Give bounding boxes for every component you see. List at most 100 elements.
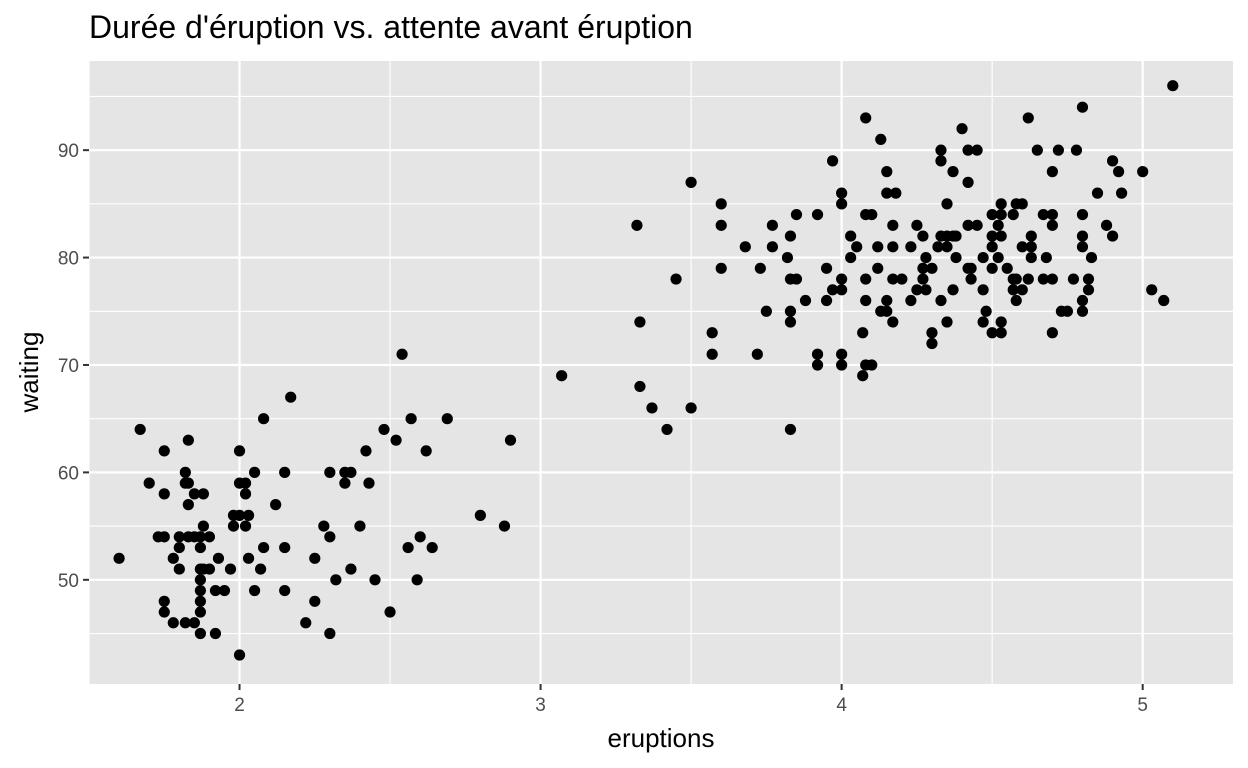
- data-point: [995, 209, 1007, 221]
- data-point: [1106, 155, 1119, 167]
- data-point: [1076, 209, 1089, 221]
- data-point: [986, 230, 998, 242]
- data-point: [384, 606, 396, 618]
- data-point: [685, 176, 697, 188]
- data-point: [977, 316, 989, 328]
- data-point: [706, 327, 718, 339]
- data-point: [143, 477, 155, 489]
- data-point: [860, 273, 872, 285]
- data-point: [218, 584, 231, 597]
- data-point: [279, 541, 291, 554]
- data-point: [962, 144, 974, 156]
- data-point: [405, 413, 417, 425]
- data-point: [498, 520, 511, 532]
- data-point: [784, 230, 797, 242]
- data-point: [239, 488, 252, 500]
- data-point: [836, 348, 848, 360]
- data-point: [242, 552, 255, 564]
- data-point: [836, 187, 848, 199]
- data-point: [248, 466, 261, 478]
- data-point: [890, 187, 902, 199]
- data-point: [197, 520, 209, 532]
- data-point: [504, 434, 517, 446]
- data-point: [715, 262, 727, 274]
- data-point: [414, 531, 426, 543]
- data-point: [1146, 284, 1158, 296]
- data-point: [905, 294, 917, 307]
- data-point: [920, 284, 932, 296]
- data-point: [887, 219, 899, 231]
- data-point: [881, 187, 893, 199]
- data-point: [1022, 112, 1034, 124]
- data-point: [194, 541, 206, 554]
- data-point: [917, 230, 929, 242]
- data-point: [995, 230, 1007, 242]
- x-tick-label: 2: [234, 695, 245, 716]
- data-point: [941, 241, 953, 253]
- data-point: [670, 273, 682, 285]
- data-point: [167, 617, 179, 629]
- data-point: [1076, 305, 1089, 317]
- data-point: [158, 595, 170, 607]
- data-point: [926, 337, 938, 350]
- data-point: [345, 466, 357, 478]
- data-point: [941, 198, 953, 210]
- data-point: [986, 241, 998, 253]
- data-point: [345, 563, 357, 575]
- data-point: [1010, 273, 1022, 285]
- data-point: [233, 509, 246, 521]
- data-point: [248, 584, 261, 597]
- data-point: [935, 144, 947, 156]
- data-point: [1076, 241, 1089, 253]
- data-point: [173, 531, 185, 543]
- data-point: [790, 209, 803, 221]
- data-point: [935, 294, 947, 307]
- data-point: [182, 434, 194, 446]
- data-point: [1037, 273, 1049, 285]
- data-point: [706, 348, 718, 360]
- data-point: [556, 370, 568, 382]
- data-point: [646, 402, 658, 414]
- data-point: [1022, 273, 1034, 285]
- data-point: [1106, 230, 1119, 242]
- data-point: [845, 251, 857, 264]
- data-point: [926, 262, 938, 274]
- data-point: [811, 359, 824, 371]
- data-point: [857, 327, 869, 339]
- data-point: [1010, 294, 1022, 307]
- data-point: [896, 273, 908, 285]
- data-point: [300, 617, 312, 629]
- data-point: [965, 262, 977, 274]
- data-point: [179, 466, 191, 478]
- data-point: [811, 348, 824, 360]
- data-point: [239, 520, 252, 532]
- data-point: [1016, 241, 1028, 253]
- data-point: [309, 552, 321, 564]
- data-point: [911, 284, 923, 296]
- data-point: [363, 477, 375, 489]
- data-point: [270, 499, 282, 511]
- data-point: [411, 574, 423, 586]
- data-point: [167, 552, 179, 564]
- data-point: [227, 520, 240, 532]
- data-point: [986, 327, 998, 339]
- data-point: [258, 413, 270, 425]
- minor-gridlines: [88, 61, 1233, 684]
- data-point: [255, 563, 267, 575]
- data-point: [827, 284, 839, 296]
- data-point: [1100, 219, 1113, 231]
- data-point: [784, 423, 797, 436]
- data-point: [1076, 101, 1089, 113]
- data-point: [634, 316, 646, 328]
- data-point: [1007, 284, 1019, 296]
- data-point: [203, 563, 216, 575]
- data-point: [212, 552, 225, 564]
- data-point: [881, 305, 893, 317]
- data-point: [820, 294, 833, 307]
- data-point: [784, 305, 797, 317]
- y-tick-label: 50: [58, 571, 79, 592]
- data-point: [836, 359, 848, 371]
- data-point: [917, 262, 929, 274]
- data-point: [1046, 219, 1058, 231]
